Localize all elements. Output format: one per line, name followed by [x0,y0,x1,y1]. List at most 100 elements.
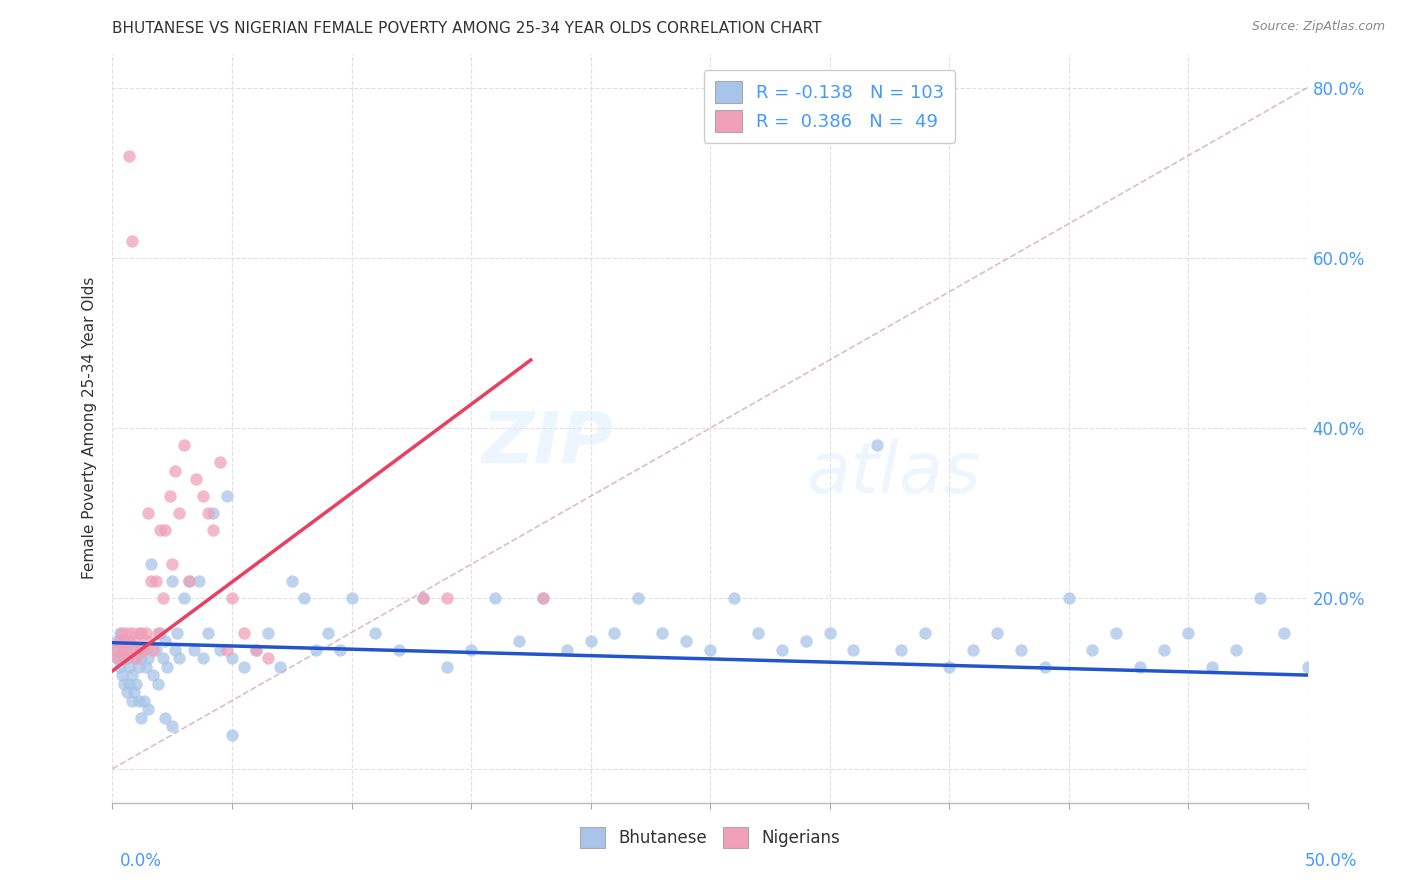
Point [111,625,134,640]
Point [329,642,352,657]
Point [169,506,191,520]
Point [1105,625,1128,640]
Point [129,642,152,657]
Point [412,591,434,606]
Point [1249,591,1271,606]
Y-axis label: Female Poverty Among 25-34 Year Olds: Female Poverty Among 25-34 Year Olds [82,277,97,579]
Point [1033,659,1056,673]
Point [146,676,169,690]
Point [163,642,186,657]
Point [138,634,160,648]
Point [111,642,134,657]
Point [128,625,150,640]
Point [132,693,155,707]
Point [115,651,138,665]
Point [245,642,267,657]
Point [153,634,176,648]
Point [388,642,411,657]
Point [269,659,291,673]
Point [201,524,224,538]
Point [316,625,339,640]
Point [890,642,912,657]
Point [866,438,889,452]
Point [125,634,148,648]
Point [209,455,232,469]
Point [257,651,280,665]
Point [138,651,160,665]
Point [245,642,267,657]
Point [121,693,143,707]
Point [603,625,626,640]
Point [747,625,769,640]
Point [842,642,865,657]
Point [162,574,183,589]
Point [121,234,143,248]
Point [111,651,134,665]
Point [173,591,195,606]
Legend: Bhutanese, Nigerians: Bhutanese, Nigerians [574,821,846,855]
Point [770,642,793,657]
Point [627,591,650,606]
Point [122,651,145,665]
Point [484,591,506,606]
Point [118,659,141,673]
Point [962,642,984,657]
Point [139,558,162,572]
Point [166,625,188,640]
Point [675,634,697,648]
Point [129,711,152,725]
Point [108,634,131,648]
Point [1153,642,1175,657]
Point [364,625,387,640]
Point [531,591,554,606]
Point [794,634,817,648]
Text: BHUTANESE VS NIGERIAN FEMALE POVERTY AMONG 25-34 YEAR OLDS CORRELATION CHART: BHUTANESE VS NIGERIAN FEMALE POVERTY AMO… [112,21,823,36]
Point [153,524,176,538]
Text: atlas: atlas [806,439,980,508]
Point [128,693,150,707]
Point [104,642,127,657]
Point [128,659,150,673]
Point [111,668,134,682]
Point [152,651,174,665]
Point [292,591,315,606]
Point [152,591,174,606]
Point [163,464,186,478]
Text: ZIP: ZIP [482,409,614,477]
Point [108,625,131,640]
Point [105,651,128,665]
Point [114,651,135,665]
Point [186,472,208,486]
Point [104,642,127,657]
Point [201,506,224,520]
Point [508,634,530,648]
Point [115,685,138,699]
Point [114,634,135,648]
Point [217,489,239,503]
Point [145,574,167,589]
Point [1129,659,1152,673]
Point [1010,642,1032,657]
Point [129,625,152,640]
Point [118,634,141,648]
Point [412,591,434,606]
Point [139,574,162,589]
Point [221,728,243,742]
Point [436,659,458,673]
Point [699,642,721,657]
Point [105,651,128,665]
Point [281,574,304,589]
Point [193,489,215,503]
Text: 0.0%: 0.0% [120,852,162,870]
Point [1057,591,1080,606]
Text: 50.0%: 50.0% [1305,852,1357,870]
Point [125,642,148,657]
Point [162,719,183,733]
Point [135,625,157,640]
Point [1201,659,1223,673]
Point [125,651,148,665]
Point [105,634,128,648]
Point [122,642,145,657]
Point [115,625,138,640]
Point [114,676,135,690]
